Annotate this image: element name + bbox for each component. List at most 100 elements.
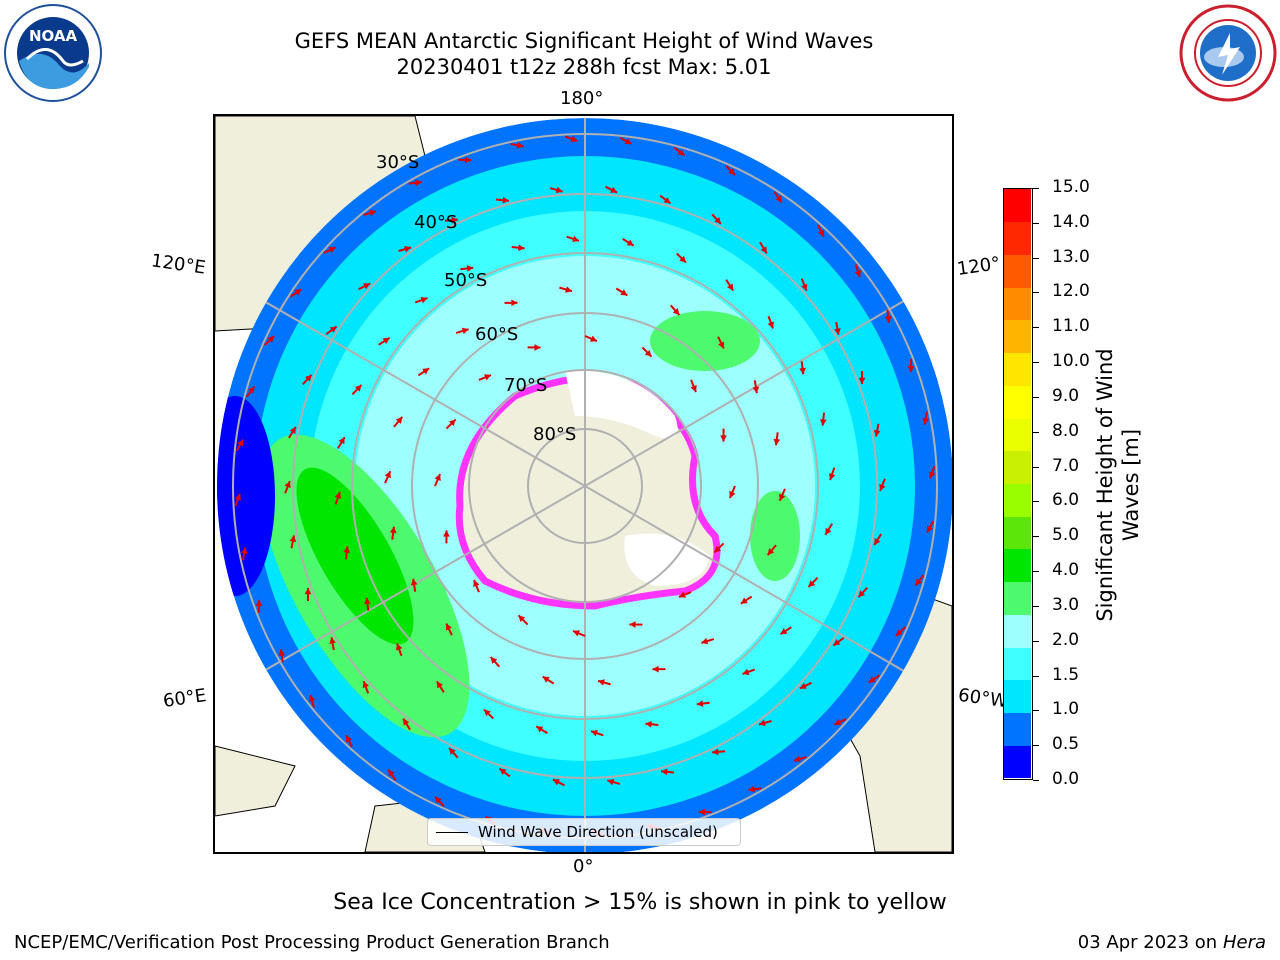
wave-direction-arrowhead	[701, 637, 709, 645]
sea-ice-note: Sea Ice Concentration > 15% is shown in …	[333, 890, 947, 915]
wave-direction-arrowhead	[328, 246, 336, 254]
colorbar-tick-label: 13.0	[1052, 246, 1090, 267]
wave-direction-arrowhead	[516, 141, 524, 149]
lon-label-60w: 60°W	[956, 684, 1009, 713]
wave-direction-arrowhead	[289, 535, 297, 543]
wave-direction-arrowhead	[308, 694, 316, 702]
wave-direction-arrowhead	[922, 417, 930, 425]
wave-direction-arrowhead	[799, 367, 806, 375]
wave-direction-arrowhead	[854, 270, 862, 278]
wave-direction-arrowhead	[696, 700, 704, 707]
wave-direction-arrowhead	[369, 209, 377, 217]
footer-credit: NCEP/EMC/Verification Post Processing Pr…	[14, 932, 610, 953]
colorbar-tick-mark	[1033, 292, 1039, 294]
wave-direction-arrowhead	[329, 326, 337, 333]
wave-direction-arrowhead	[435, 796, 442, 804]
wave-direction-arrowhead	[304, 588, 312, 595]
wave-direction-arrowhead	[410, 578, 418, 586]
colorbar-tick-mark	[1033, 780, 1039, 781]
lat-label-70s: 70°S	[504, 375, 548, 396]
wave-direction-arrowhead	[499, 768, 507, 775]
colorbar-tick-label: 4.0	[1052, 560, 1080, 581]
colorbar-tick-mark	[1033, 675, 1039, 677]
lat-label-30s: 30°S	[376, 152, 420, 173]
lat-label-60s: 60°S	[475, 324, 519, 345]
wave-direction-arrowhead	[760, 246, 767, 254]
wave-direction-arrowhead	[234, 493, 242, 501]
colorbar-cell	[1004, 745, 1031, 779]
wave-direction-arrowhead	[858, 590, 866, 598]
wave-direction-arrowhead	[607, 778, 615, 786]
wave-direction-arrowhead	[740, 597, 748, 604]
wave-direction-arrowhead	[484, 709, 491, 717]
colorbar-tick-mark	[1033, 501, 1039, 503]
wave-field-5	[296, 467, 414, 645]
colorbar-cell	[1004, 418, 1031, 452]
wave-direction-arrowhead	[536, 726, 544, 733]
wave-direction-arrowhead	[240, 547, 248, 555]
colorbar-tick-label: 6.0	[1052, 490, 1080, 511]
wave-direction-arrowhead	[698, 808, 706, 816]
map-subtitle: 20230401 t12z 288h fcst Max: 5.01	[396, 55, 772, 79]
wave-direction-arrowhead	[629, 621, 636, 628]
wave-direction-arrowhead	[502, 196, 509, 204]
wave-direction-arrowhead	[712, 748, 719, 756]
wave-direction-arrowhead	[808, 580, 816, 587]
colorbar-cell	[1004, 614, 1031, 648]
wave-direction-arrowhead	[825, 527, 832, 535]
wave-direction-arrowhead	[652, 665, 659, 673]
colorbar-tick-label: 1.5	[1052, 664, 1080, 685]
colorbar-tick-mark	[1033, 745, 1039, 747]
wave-direction-arrowhead	[834, 718, 842, 726]
wave-direction-arrowhead	[926, 525, 933, 533]
wave-direction-arrowhead	[742, 668, 750, 676]
nws-logo	[1178, 3, 1278, 103]
colorbar-cell	[1004, 647, 1031, 681]
wave-direction-arrowhead	[590, 335, 597, 342]
colorbar-tick-label: 15.0	[1052, 177, 1090, 197]
colorbar-tick-mark	[1033, 257, 1039, 259]
wave-direction-arrowhead	[304, 374, 312, 382]
wave-direction-arrowhead	[868, 676, 876, 683]
wave-direction-arrowhead	[624, 138, 632, 145]
colorbar-tick-label: 5.0	[1052, 525, 1080, 546]
wave-direction-arrowhead	[679, 591, 686, 598]
footer-date: 03 Apr 2023 on Hera	[1078, 932, 1266, 953]
wave-direction-arrowhead	[884, 316, 892, 323]
wave-direction-arrowhead	[610, 186, 618, 193]
colorbar-tick-mark	[1033, 605, 1039, 607]
wave-direction-arrowhead	[780, 628, 788, 635]
svg-text:NOAA: NOAA	[29, 27, 78, 45]
wave-direction-arrowhead	[420, 296, 428, 304]
ice-shelf	[565, 370, 678, 439]
wave-direction-arrowhead	[389, 526, 397, 534]
wave-direction-arrowhead	[626, 239, 634, 246]
colorbar-cell	[1004, 450, 1031, 484]
graticule	[217, 118, 952, 852]
wave-direction-arrowhead	[464, 156, 472, 164]
wave-direction-arrowhead	[338, 437, 345, 445]
colorbar-tick-label: 3.0	[1052, 594, 1080, 615]
lon-label-120e: 120°E	[149, 250, 207, 279]
wave-direction-arrowhead	[466, 265, 474, 272]
wave-direction-arrowhead	[570, 135, 578, 143]
wave-direction-arrowhead	[415, 179, 422, 187]
colorbar-cell	[1004, 319, 1031, 354]
wave-direction-arrowhead	[552, 779, 560, 786]
colorbar-tick-label: 12.0	[1052, 281, 1090, 302]
wave-direction-arrowhead	[573, 630, 580, 637]
colorbar-tick-label: 7.0	[1052, 455, 1080, 476]
wave-direction-arrowhead	[714, 545, 722, 553]
colorbar-tick-mark	[1033, 188, 1039, 189]
wave-direction-arrowhead	[449, 748, 456, 755]
wave-field-0	[217, 396, 275, 596]
wave-direction-arrowhead	[873, 429, 881, 437]
colorbar-tick-label: 0.0	[1052, 769, 1080, 789]
wave-direction-arrowhead	[729, 491, 736, 498]
colorbar-tick-label: 1.0	[1052, 699, 1080, 720]
wave-direction-arrowhead	[448, 419, 456, 427]
wave-direction-arrowhead	[534, 344, 541, 351]
wave-direction-arrowhead	[363, 283, 371, 290]
colorbar-cell	[1004, 483, 1031, 517]
wave-direction-arrowhead	[828, 473, 836, 481]
